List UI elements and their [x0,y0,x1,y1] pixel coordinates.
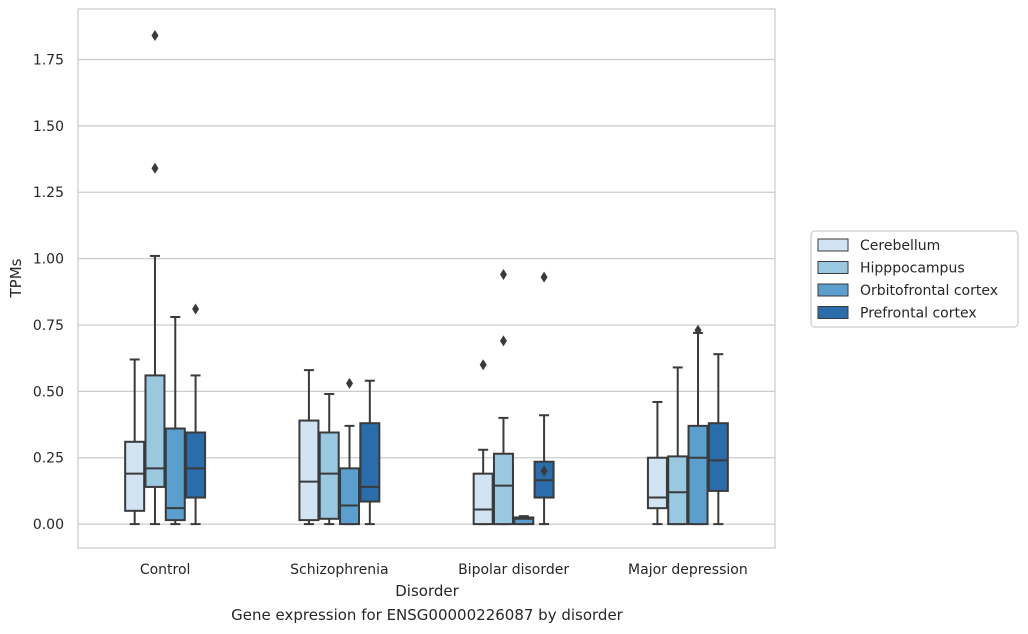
legend-label: Cerebellum [860,238,940,254]
box-group [318,393,340,526]
x-axis-ticks: Control Schizophrenia Bipolar disorder Majo… [140,562,748,578]
box-group [646,400,668,526]
figure-caption: Gene expression for ENSG00000226087 by d… [231,606,623,624]
legend-label: Hipppocampus [860,261,965,277]
x-tick-label: Bipolar disorder [458,562,569,578]
box-group [359,379,381,526]
box-group [492,269,514,526]
box [318,431,340,520]
box-group [144,30,166,526]
outlier-point [540,465,548,477]
y-tick-label: 0.75 [33,318,64,334]
outlier-point [151,162,159,174]
y-tick-label: 0.00 [33,517,64,533]
x-tick-label: Schizophrenia [290,562,388,578]
box [144,374,166,488]
box-group [164,316,186,526]
y-axis-label: TPMs [7,258,25,298]
outlier-point [151,30,159,42]
y-tick-label: 0.50 [33,384,64,400]
box [124,440,146,512]
legend-label: Orbitofrontal cortex [860,283,998,299]
box [646,456,668,510]
legend-swatch [817,283,849,297]
outlier-point [499,269,507,281]
box [513,516,535,526]
box [492,452,514,526]
legend-swatch [817,261,849,274]
box-group [339,377,361,526]
y-tick-label: 0.25 [33,451,64,467]
box [164,427,186,522]
box [298,419,320,522]
y-tick-label: 1.25 [33,185,64,201]
box-group [298,369,320,526]
box [185,431,207,499]
legend-swatch [817,238,849,252]
box-group [687,324,709,526]
legend-swatch [817,306,849,319]
x-tick-label: Control [140,562,191,578]
outlier-point [499,335,507,347]
box-group [513,515,535,526]
y-axis-ticks: 0.00 0.25 0.50 0.75 1.00 1.25 1.50 1.75 [33,52,64,533]
legend-label: Prefrontal cortex [860,306,977,322]
x-axis-label: Disorder [395,582,459,600]
x-tick-label: Major depression [628,562,748,578]
outlier-point [192,303,200,315]
outlier-point [540,271,548,283]
y-tick-label: 1.75 [33,52,64,68]
box [472,472,494,526]
y-tick-label: 1.50 [33,119,64,135]
box-group [472,359,494,526]
outlier-point [346,377,354,389]
box-plot-marks [124,30,729,526]
outlier-point [479,359,487,371]
outlier-point [694,324,702,336]
legend: Cerebellum Hipppocampus Orbitofrontal cort… [810,230,1019,328]
box [339,467,361,526]
legend-frame [810,230,1019,328]
y-tick-label: 1.00 [33,252,64,268]
box [707,422,729,492]
box [359,422,381,503]
box [687,424,709,526]
plot-frame [77,8,776,549]
box-group [124,358,146,526]
box-group [533,271,555,526]
box [667,455,689,526]
box-group [667,366,689,526]
box-group [707,353,729,526]
box-group [185,303,207,526]
